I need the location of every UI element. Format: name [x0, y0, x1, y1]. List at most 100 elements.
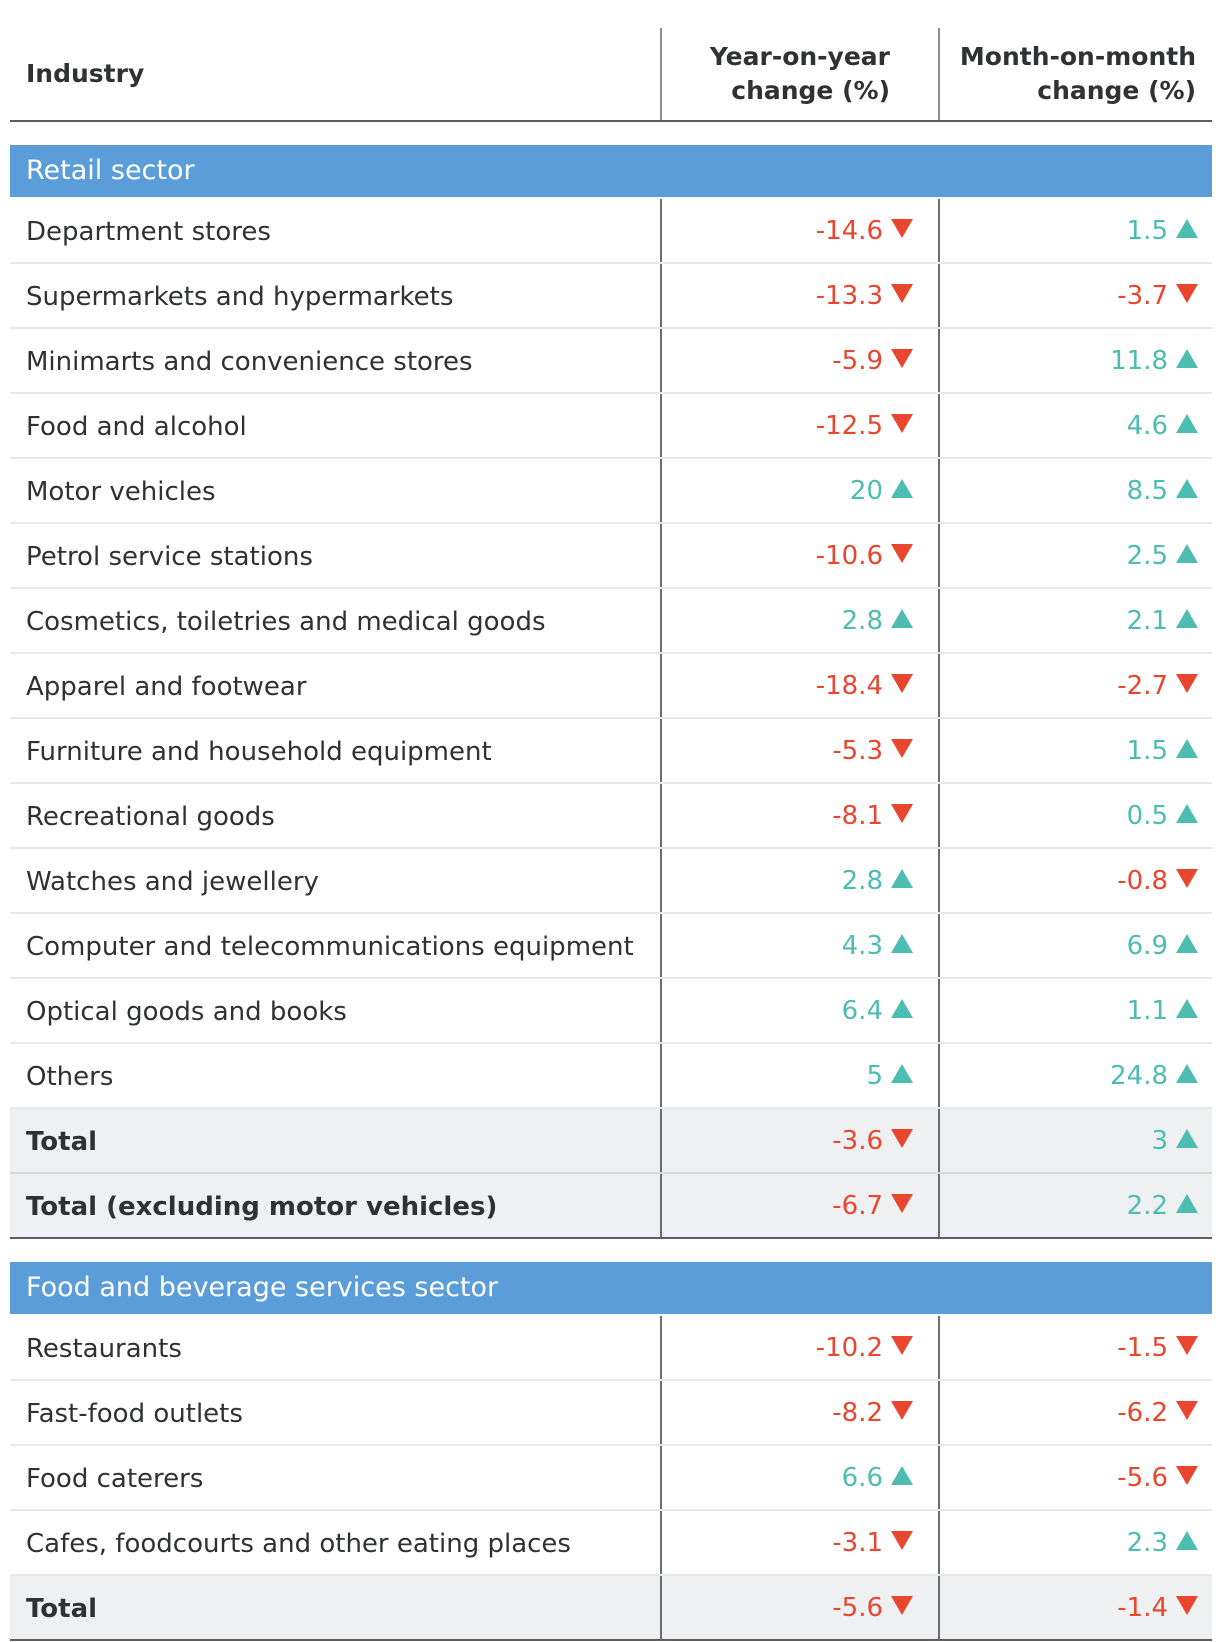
yoy-header-line2: change (%) [731, 76, 890, 105]
industry-cell: Food caterers [26, 1464, 204, 1494]
table-row: Petrol service stations -10.6 2.5 [10, 524, 1212, 589]
mom-value: 1.5 [1126, 735, 1168, 766]
down-triangle-icon [891, 1194, 913, 1213]
mom-cell: 2.3 [938, 1511, 1212, 1574]
mom-header-line2: change (%) [1037, 76, 1196, 105]
mom-cell: 0.5 [938, 784, 1212, 847]
mom-value: -2.7 [1117, 670, 1168, 701]
up-triangle-icon [1176, 219, 1198, 238]
yoy-value: -5.9 [832, 345, 883, 376]
mom-cell: -2.7 [938, 654, 1212, 717]
total-row: Total -3.6 3 [10, 1109, 1212, 1174]
table-row: Recreational goods -8.1 0.5 [10, 784, 1212, 849]
yoy-value: 6.4 [841, 995, 883, 1026]
mom-cell: 2.5 [938, 524, 1212, 587]
industry-cell: Cosmetics, toiletries and medical goods [26, 607, 546, 637]
industry-cell: Motor vehicles [26, 477, 216, 507]
mom-cell: 1.1 [938, 979, 1212, 1042]
down-triangle-icon [1176, 1466, 1198, 1485]
yoy-cell: -13.3 [660, 264, 938, 327]
down-triangle-icon [891, 1401, 913, 1420]
down-triangle-icon [1176, 1401, 1198, 1420]
yoy-cell: -5.9 [660, 329, 938, 392]
yoy-cell: 20 [660, 459, 938, 522]
mom-value: 4.6 [1126, 410, 1168, 441]
mom-cell: 2.2 [938, 1174, 1212, 1237]
industry-cell: Minimarts and convenience stores [26, 347, 473, 377]
mom-value: 2.1 [1126, 605, 1168, 636]
mom-cell: -1.5 [938, 1316, 1212, 1379]
table-row: Supermarkets and hypermarkets -13.3 -3.7 [10, 264, 1212, 329]
up-triangle-icon [1176, 804, 1198, 823]
up-triangle-icon [1176, 349, 1198, 368]
mom-cell: -1.4 [938, 1576, 1212, 1639]
down-triangle-icon [1176, 1336, 1198, 1355]
industry-cell: Total [26, 1127, 98, 1157]
data-table: Industry Year-on-year change (%) Month-o… [10, 28, 1212, 1641]
yoy-cell: -10.2 [660, 1316, 938, 1379]
industry-cell: Optical goods and books [26, 997, 347, 1027]
down-triangle-icon [891, 1129, 913, 1148]
yoy-value: -8.2 [832, 1397, 883, 1428]
up-triangle-icon [1176, 1064, 1198, 1083]
table-row: Cafes, foodcourts and other eating place… [10, 1511, 1212, 1576]
mom-value: 8.5 [1126, 475, 1168, 506]
down-triangle-icon [1176, 1596, 1198, 1615]
mom-value: 2.5 [1126, 540, 1168, 571]
mom-value: -0.8 [1117, 865, 1168, 896]
industry-cell: Recreational goods [26, 802, 275, 832]
yoy-value: -14.6 [815, 215, 883, 246]
mom-value: 24.8 [1110, 1060, 1168, 1091]
industry-cell: Food and alcohol [26, 412, 247, 442]
table-row: Watches and jewellery 2.8 -0.8 [10, 849, 1212, 914]
yoy-value: -5.6 [832, 1592, 883, 1623]
mom-cell: 1.5 [938, 199, 1212, 262]
yoy-cell: 2.8 [660, 849, 938, 912]
up-triangle-icon [1176, 934, 1198, 953]
up-triangle-icon [891, 479, 913, 498]
down-triangle-icon [891, 804, 913, 823]
table-row: Minimarts and convenience stores -5.9 11.8 [10, 329, 1212, 394]
table-row: Food and alcohol -12.5 4.6 [10, 394, 1212, 459]
down-triangle-icon [891, 544, 913, 563]
industry-cell: Computer and telecommunications equipmen… [26, 932, 634, 962]
yoy-cell: -5.3 [660, 719, 938, 782]
yoy-value: -3.6 [832, 1125, 883, 1156]
yoy-cell: 5 [660, 1044, 938, 1107]
industry-cell: Restaurants [26, 1334, 182, 1364]
industry-cell: Watches and jewellery [26, 867, 319, 897]
mom-cell: 6.9 [938, 914, 1212, 977]
yoy-cell: -12.5 [660, 394, 938, 457]
up-triangle-icon [1176, 479, 1198, 498]
up-triangle-icon [1176, 609, 1198, 628]
mom-cell: 2.1 [938, 589, 1212, 652]
down-triangle-icon [891, 349, 913, 368]
up-triangle-icon [1176, 544, 1198, 563]
total-row: Total (excluding motor vehicles) -6.7 2.2 [10, 1174, 1212, 1239]
industry-cell: Cafes, foodcourts and other eating place… [26, 1529, 571, 1559]
table-row: Fast-food outlets -8.2 -6.2 [10, 1381, 1212, 1446]
section-gap [10, 1239, 1212, 1262]
down-triangle-icon [891, 739, 913, 758]
industry-cell: Others [26, 1062, 114, 1092]
industry-cell: Total (excluding motor vehicles) [26, 1192, 498, 1222]
up-triangle-icon [891, 1064, 913, 1083]
mom-value: 3 [1151, 1125, 1168, 1156]
yoy-header-line1: Year-on-year [709, 42, 890, 71]
mom-cell: 11.8 [938, 329, 1212, 392]
mom-value: 2.2 [1126, 1190, 1168, 1221]
mom-cell: -6.2 [938, 1381, 1212, 1444]
mom-cell: -5.6 [938, 1446, 1212, 1509]
table-row: Department stores -14.6 1.5 [10, 199, 1212, 264]
industry-cell: Petrol service stations [26, 542, 313, 572]
industry-cell: Furniture and household equipment [26, 737, 492, 767]
yoy-cell: -8.2 [660, 1381, 938, 1444]
down-triangle-icon [1176, 674, 1198, 693]
mom-cell: 4.6 [938, 394, 1212, 457]
down-triangle-icon [891, 414, 913, 433]
yoy-cell: 6.6 [660, 1446, 938, 1509]
yoy-cell: -3.1 [660, 1511, 938, 1574]
up-triangle-icon [1176, 999, 1198, 1018]
yoy-cell: 4.3 [660, 914, 938, 977]
yoy-value: -12.5 [815, 410, 883, 441]
